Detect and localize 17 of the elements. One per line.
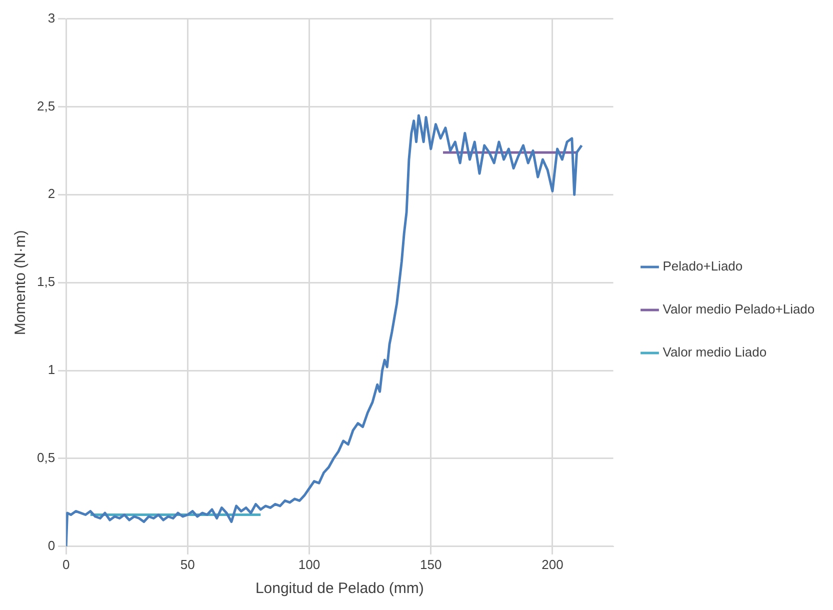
y-axis-title: Momento (N·m) xyxy=(12,230,30,336)
legend-label: Pelado+Liado xyxy=(662,258,743,274)
y-tick-label: 1,5 xyxy=(36,274,56,290)
legend-label: Valor medio Liado xyxy=(662,344,767,360)
x-tick-label: 100 xyxy=(298,556,320,572)
y-tick-label: 0 xyxy=(48,538,56,553)
x-tick-label: 0 xyxy=(62,556,70,572)
y-tick-label: 0,5 xyxy=(36,450,56,466)
y-tick-label: 2 xyxy=(48,186,56,202)
x-tick-label: 150 xyxy=(420,556,442,572)
x-tick-label: 50 xyxy=(180,556,195,572)
y-tick-label: 3 xyxy=(48,10,56,26)
y-tick-label: 2,5 xyxy=(36,98,56,114)
legend-label: Valor medio Pelado+Liado xyxy=(662,302,815,317)
x-tick-label: 200 xyxy=(542,556,564,572)
y-tick-label: 1 xyxy=(48,362,56,378)
x-axis-title: Longitud de Pelado (mm) xyxy=(255,580,424,598)
